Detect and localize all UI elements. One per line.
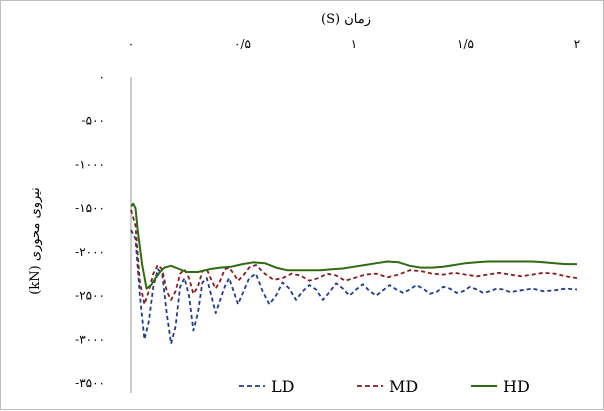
x-tick-label: ۰ bbox=[128, 37, 134, 51]
y-tick-label: -۲۵۰۰ bbox=[75, 289, 105, 303]
x-tick-label: ۱/۵ bbox=[457, 37, 474, 51]
y-tick-label: -۳۰۰۰ bbox=[75, 332, 105, 346]
series-group bbox=[130, 202, 578, 345]
y-tick-label: -۳۵۰۰ bbox=[75, 376, 105, 390]
legend-label-md: MD bbox=[389, 377, 418, 396]
legend-label-ld: LD bbox=[271, 377, 294, 396]
series-line-hd bbox=[130, 202, 577, 290]
y-tick-label: -۱۰۰۰ bbox=[75, 157, 105, 171]
x-axis-title: زمان (S) bbox=[321, 12, 371, 27]
x-tick-label: ۱ bbox=[351, 37, 357, 51]
x-tick-label: ۰/۵ bbox=[234, 37, 251, 51]
y-tick-label: -۱۵۰۰ bbox=[75, 201, 105, 215]
x-tick-label: ۲ bbox=[574, 37, 580, 51]
series-line-ld bbox=[130, 229, 578, 345]
x-axis-ticks: ۰ ۰/۵ ۱ ۱/۵ ۲ bbox=[128, 37, 580, 51]
y-tick-label: -۲۰۰۰ bbox=[75, 245, 105, 259]
y-axis-title: نیروی محوری (kN) bbox=[28, 187, 43, 294]
legend: LD MD HD bbox=[239, 377, 530, 396]
y-tick-label: -۵۰۰ bbox=[82, 114, 105, 128]
y-axis-ticks: ۰ -۵۰۰ -۱۰۰۰ -۱۵۰۰ -۲۰۰۰ -۲۵۰۰ -۳۰۰۰ -۳۵۰۰ bbox=[75, 70, 105, 390]
y-tick-label: ۰ bbox=[99, 70, 105, 84]
series-line-md bbox=[130, 209, 578, 306]
legend-label-hd: HD bbox=[503, 377, 530, 396]
